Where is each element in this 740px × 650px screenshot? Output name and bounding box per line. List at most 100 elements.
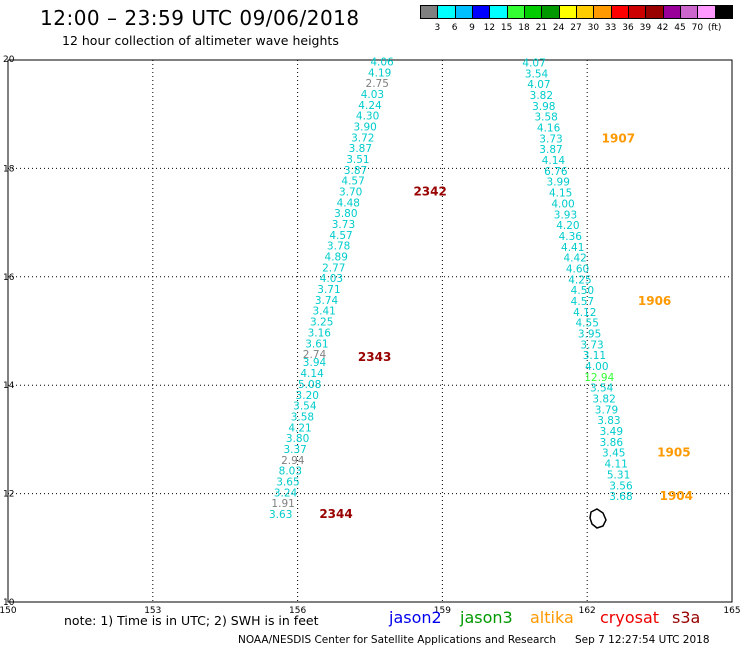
wave-height-label: 4.11 (604, 459, 627, 471)
wave-height-label: 4.25 (568, 274, 591, 286)
wave-height-label: 3.70 (339, 187, 362, 199)
footer-timestamp: Sep 7 12:27:54 UTC 2018 (575, 634, 710, 646)
colorbar-label: 24 (552, 23, 565, 33)
wave-height-label: 3.51 (346, 154, 369, 166)
time-label: 1906 (638, 294, 671, 308)
wave-height-label: 4.48 (337, 197, 360, 209)
x-tick-label: 153 (144, 606, 161, 616)
wave-height-label: 4.57 (329, 230, 352, 242)
colorbar-label: 36 (622, 23, 634, 33)
wave-height-label: 5.31 (607, 469, 630, 481)
wave-height-label: 3.54 (293, 401, 317, 413)
colorbar (420, 5, 733, 21)
wave-height-label: 4.15 (549, 188, 572, 200)
wave-height-label: 3.73 (580, 339, 603, 351)
wave-height-label: 4.57 (571, 296, 594, 308)
wave-height-label: 4.16 (537, 123, 561, 135)
wave-height-label: 3.16 (308, 327, 332, 339)
satellite-altika: altika (530, 608, 574, 627)
wave-height-label: 3.71 (317, 284, 340, 296)
wave-height-label: 3.98 (532, 101, 555, 113)
wave-height-label: 4.60 (566, 263, 589, 275)
wave-height-label: 3.99 (547, 177, 570, 189)
wave-height-label: 4.07 (522, 58, 545, 70)
wave-height-label: 3.78 (327, 241, 350, 253)
wave-height-label: 4.07 (527, 79, 550, 91)
time-label: 1907 (602, 131, 635, 145)
chart-title: 12:00 – 23:59 UTC 09/06/2018 (40, 6, 360, 30)
colorbar-label: 18 (518, 23, 530, 33)
wave-height-label: 3.87 (539, 144, 562, 156)
wave-height-label: 1.91 (271, 498, 294, 510)
satellite-jason2: jason2 (389, 608, 442, 627)
wave-height-label: 3.86 (600, 437, 624, 449)
wave-height-label: 2.74 (303, 349, 327, 361)
axes: 150 153 156 159 162 165 10 12 14 16 18 20 (0, 55, 740, 616)
wave-height-label: 3.79 (595, 404, 618, 416)
colorbar-label: 27 (570, 23, 582, 33)
wave-height-label: 4.57 (341, 176, 364, 188)
time-label: 2343 (358, 350, 391, 364)
wave-height-label: 3.63 (269, 509, 292, 521)
wave-height-label: 4.41 (561, 242, 584, 254)
wave-height-label: 3.82 (530, 90, 553, 102)
x-tick-label: 150 (0, 606, 17, 616)
wave-height-label: 4.42 (563, 253, 586, 265)
colorbar-label: 33 (604, 23, 617, 33)
wave-height-label: 3.82 (592, 394, 615, 406)
wave-height-label: 3.41 (312, 306, 335, 318)
time-label: 1905 (657, 446, 690, 460)
x-tick-label: 165 (723, 606, 740, 616)
satellite-s3a: s3a (672, 608, 701, 627)
colorbar-label: 45 (674, 23, 686, 33)
wave-height-label: 3.87 (344, 165, 367, 177)
data-points: 4.064.192.754.034.244.303.903.723.873.51… (269, 56, 693, 521)
wave-height-label: 4.55 (576, 318, 599, 330)
wave-height-label: 5.08 (298, 379, 321, 391)
colorbar-labels: 3 6 9 12 15 18 21 24 27 30 33 36 39 42 45 70 (ft) (420, 23, 732, 35)
wave-height-label: 3.25 (310, 317, 333, 329)
wave-height-label: 4.30 (356, 111, 379, 123)
wave-height-label: 3.11 (583, 350, 606, 362)
time-label: 1904 (660, 489, 693, 503)
wave-height-label: 6.76 (544, 166, 568, 178)
wave-height-label: 3.83 (597, 415, 620, 427)
satellite-jason3: jason3 (460, 608, 513, 627)
wave-height-label: 4.12 (573, 307, 596, 319)
wave-height-label: 3.94 (303, 357, 327, 369)
wave-height-label: 4.89 (325, 252, 348, 264)
colorbar-label: 42 (656, 23, 669, 33)
colorbar-label: 30 (587, 23, 600, 33)
wave-height-label: 4.36 (559, 231, 583, 243)
wave-height-label: 4.24 (358, 100, 382, 112)
island-outline (589, 508, 607, 529)
wave-height-label: 3.93 (554, 209, 577, 221)
x-tick-label: 162 (579, 606, 596, 616)
wave-height-label: 3.73 (332, 219, 355, 231)
wave-height-label: 3.37 (283, 444, 306, 456)
colorbar-label: 15 (500, 23, 513, 33)
wave-height-label: 3.74 (315, 295, 339, 307)
colorbar-swatch (714, 5, 733, 19)
wave-height-label: 2.75 (366, 78, 389, 90)
wave-height-label: 4.19 (368, 67, 391, 79)
grid (8, 60, 732, 602)
chart-subtitle: 12 hour collection of altimeter wave hei… (62, 33, 339, 48)
colorbar-label: 12 (483, 23, 496, 33)
y-tick-label: 14 (3, 381, 15, 391)
colorbar-label: 39 (639, 23, 652, 33)
wave-height-label: 3.20 (296, 390, 319, 402)
wave-height-label: 3.58 (534, 112, 557, 124)
time-label: 2342 (413, 185, 446, 199)
wave-height-label: 3.49 (600, 426, 623, 438)
wave-height-label: 4.14 (300, 368, 324, 380)
colorbar-label: 3 (434, 23, 441, 33)
wave-height-label: 4.03 (361, 89, 384, 101)
wave-height-label: 3.65 (276, 476, 299, 488)
wave-height-label: 4.00 (551, 198, 574, 210)
wave-height-label: 3.73 (539, 133, 562, 145)
wave-height-label: 4.03 (320, 273, 343, 285)
colorbar-label: 9 (469, 23, 475, 33)
wave-height-label: 3.90 (353, 121, 376, 133)
y-tick-label: 16 (3, 273, 15, 283)
